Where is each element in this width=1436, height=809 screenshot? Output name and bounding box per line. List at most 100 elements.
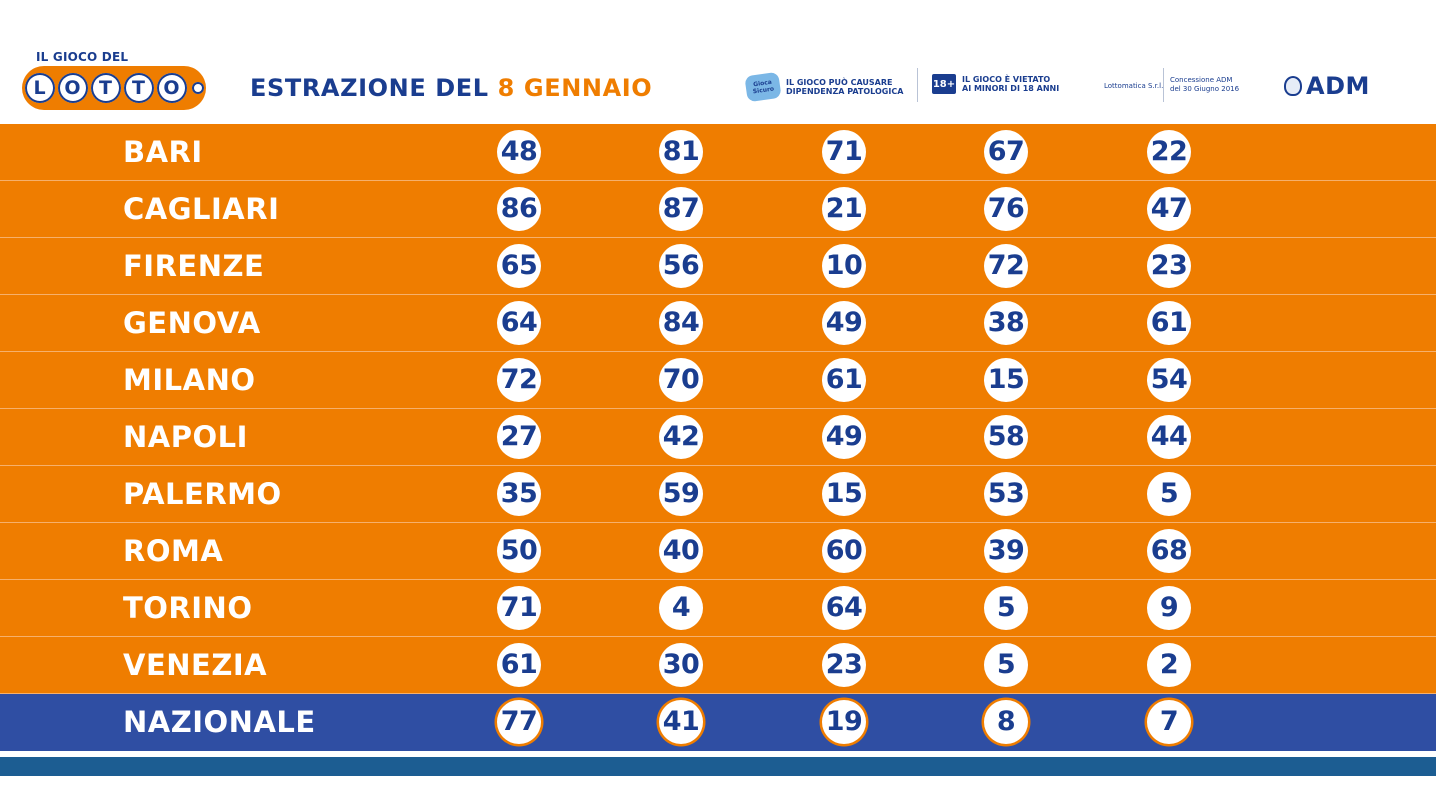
- number-ball: 70: [659, 358, 703, 402]
- number-ball: 71: [497, 586, 541, 630]
- number-ball: 81: [659, 130, 703, 174]
- logo-dot-icon: [191, 82, 204, 94]
- footer-stripe: [0, 757, 1436, 776]
- number-ball: 86: [497, 187, 541, 231]
- table-row: BARI 48 81 71 67 22: [0, 124, 1436, 181]
- city-name: CAGLIARI: [123, 192, 280, 226]
- minors-line-1: IL GIOCO È VIETATO: [962, 75, 1051, 84]
- number-ball: 5: [984, 643, 1028, 687]
- number-ball: 42: [659, 415, 703, 459]
- concession-text: Concessione ADM del 30 Giugno 2016: [1170, 76, 1239, 94]
- number-ball: 64: [497, 301, 541, 345]
- number-ball: 9: [1147, 586, 1191, 630]
- number-ball: 68: [1147, 529, 1191, 573]
- number-ball: 35: [497, 472, 541, 516]
- table-row: TORINO 71 4 64 5 9: [0, 580, 1436, 637]
- number-ball: 48: [497, 130, 541, 174]
- number-ball: 15: [822, 472, 866, 516]
- number-ball: 38: [984, 301, 1028, 345]
- page-title: ESTRAZIONE DEL 8 GENNAIO: [250, 74, 652, 102]
- adm-text: ADM: [1306, 72, 1370, 100]
- number-ball: 47: [1147, 187, 1191, 231]
- age-notice: 18+ IL GIOCO È VIETATO AI MINORI DI 18 A…: [932, 74, 1059, 94]
- number-ball: 39: [984, 529, 1028, 573]
- concession-line-1: Concessione ADM: [1170, 76, 1233, 84]
- dependency-line-1: IL GIOCO PUÒ CAUSARE: [786, 78, 893, 87]
- table-row: ROMA 50 40 60 39 68: [0, 523, 1436, 580]
- number-ball: 53: [984, 472, 1028, 516]
- minors-line-2: AI MINORI DI 18 ANNI: [962, 84, 1060, 93]
- logo-top-text: IL GIOCO DEL: [36, 50, 129, 64]
- title-prefix: ESTRAZIONE DEL: [250, 74, 489, 102]
- number-ball: 22: [1147, 130, 1191, 174]
- number-ball: 27: [497, 415, 541, 459]
- number-ball: 72: [984, 244, 1028, 288]
- number-ball: 15: [984, 358, 1028, 402]
- number-ball: 4: [659, 586, 703, 630]
- results-table: BARI 48 81 71 67 22 CAGLIARI 86 87 21 76…: [0, 124, 1436, 751]
- number-ball: 23: [822, 643, 866, 687]
- table-row: GENOVA 64 84 49 38 61: [0, 295, 1436, 352]
- number-ball: 84: [659, 301, 703, 345]
- logo-letter: T: [90, 73, 121, 103]
- number-ball: 71: [822, 130, 866, 174]
- header: IL GIOCO DEL L O T T O ESTRAZIONE DEL 8 …: [0, 0, 1436, 124]
- table-row: MILANO 72 70 61 15 54: [0, 352, 1436, 409]
- number-ball: 10: [822, 244, 866, 288]
- number-ball: 65: [497, 244, 541, 288]
- dependency-notice: Gioca Sicuro IL GIOCO PUÒ CAUSARE DIPEND…: [744, 71, 903, 103]
- city-name: NAPOLI: [123, 420, 248, 454]
- number-ball: 41: [659, 700, 703, 744]
- city-name: BARI: [123, 135, 203, 169]
- number-ball: 8: [984, 700, 1028, 744]
- number-ball: 30: [659, 643, 703, 687]
- city-name: GENOVA: [123, 306, 261, 340]
- header-divider: [917, 68, 918, 102]
- dependency-warning: IL GIOCO PUÒ CAUSARE DIPENDENZA PATOLOGI…: [786, 78, 903, 96]
- number-ball: 61: [1147, 301, 1191, 345]
- concession-notice: Concessione ADM del 30 Giugno 2016: [1170, 76, 1239, 94]
- table-row: VENEZIA 61 30 23 5 2: [0, 637, 1436, 694]
- table-row: PALERMO 35 59 15 53 5: [0, 466, 1436, 523]
- number-ball: 49: [822, 415, 866, 459]
- number-ball: 49: [822, 301, 866, 345]
- logo-letter: L: [24, 73, 55, 103]
- number-ball: 7: [1147, 700, 1191, 744]
- city-name: PALERMO: [123, 477, 282, 511]
- gioca-sicuro-badge: Gioca Sicuro: [744, 71, 782, 103]
- number-ball: 50: [497, 529, 541, 573]
- number-ball: 56: [659, 244, 703, 288]
- number-ball: 64: [822, 586, 866, 630]
- adm-logo: ADM: [1284, 72, 1370, 100]
- number-ball: 72: [497, 358, 541, 402]
- city-name: FIRENZE: [123, 249, 265, 283]
- city-name: MILANO: [123, 363, 256, 397]
- table-row: NAPOLI 27 42 49 58 44: [0, 409, 1436, 466]
- number-ball: 59: [659, 472, 703, 516]
- city-name: ROMA: [123, 534, 224, 568]
- operator-name: Lottomatica S.r.l.: [1104, 82, 1164, 90]
- city-name: NAZIONALE: [123, 705, 316, 739]
- city-name: TORINO: [123, 591, 253, 625]
- number-ball: 60: [822, 529, 866, 573]
- number-ball: 87: [659, 187, 703, 231]
- number-ball: 61: [822, 358, 866, 402]
- number-ball: 61: [497, 643, 541, 687]
- logo-wordmark: L O T T O: [22, 66, 206, 110]
- header-divider: [1163, 68, 1164, 102]
- logo-letter: O: [156, 73, 187, 103]
- number-ball: 58: [984, 415, 1028, 459]
- number-ball: 44: [1147, 415, 1191, 459]
- number-ball: 23: [1147, 244, 1191, 288]
- concession-line-2: del 30 Giugno 2016: [1170, 85, 1240, 93]
- number-ball: 54: [1147, 358, 1191, 402]
- footer-divider: [0, 753, 1436, 757]
- number-ball: 76: [984, 187, 1028, 231]
- table-row-nazionale: NAZIONALE 77 41 19 8 7: [0, 694, 1436, 751]
- number-ball: 40: [659, 529, 703, 573]
- number-ball: 2: [1147, 643, 1191, 687]
- number-ball: 77: [497, 700, 541, 744]
- state-emblem-icon: [1284, 76, 1302, 96]
- title-date: 8 GENNAIO: [497, 74, 653, 102]
